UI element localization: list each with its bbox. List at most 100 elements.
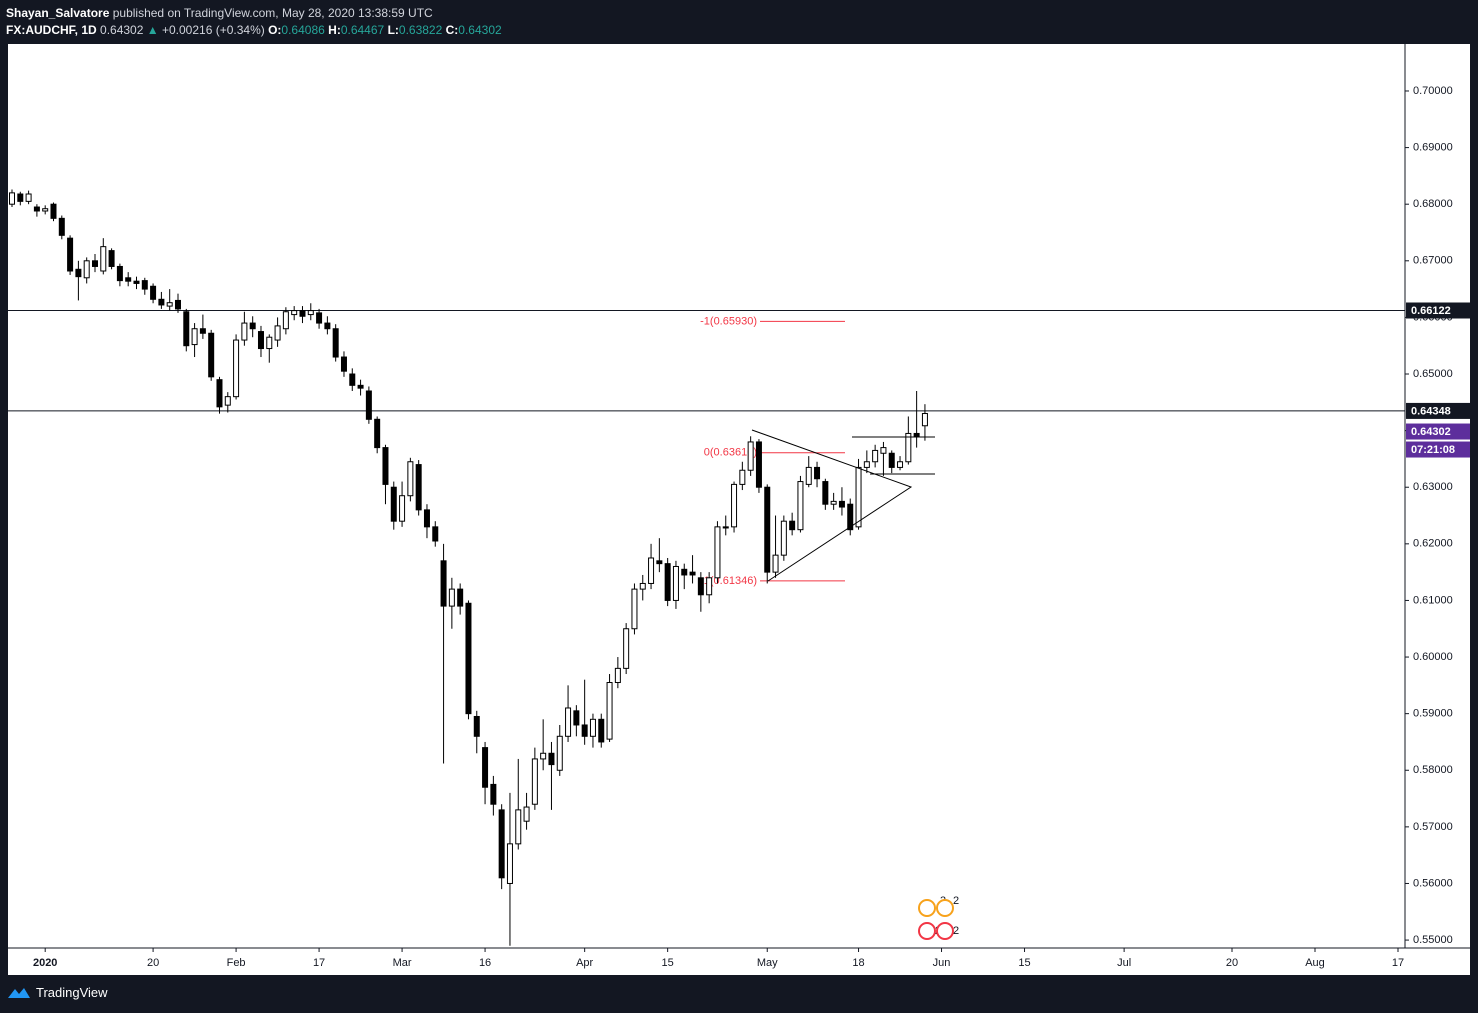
candle-body — [432, 526, 439, 542]
candle-body — [324, 322, 331, 330]
candle-body — [664, 563, 671, 601]
candle-body — [747, 441, 754, 471]
candle-body — [573, 710, 580, 726]
candle-body — [722, 526, 729, 529]
candle-body — [282, 311, 289, 330]
y-tick-label: 0.63000 — [1413, 481, 1453, 493]
candle-body — [357, 384, 364, 389]
candle-body — [731, 483, 738, 528]
candle-body — [83, 260, 90, 279]
x-tick-label: 17 — [1392, 957, 1404, 969]
event-icon — [936, 899, 954, 917]
y-tick-label: 0.68000 — [1413, 198, 1453, 210]
candle-body — [382, 447, 389, 485]
candle-body — [249, 322, 256, 330]
candle-body — [407, 461, 414, 497]
y-tick-label: 0.56000 — [1413, 877, 1453, 889]
y-tick-label: 0.58000 — [1413, 764, 1453, 776]
brand: TradingView — [36, 985, 108, 1000]
candle-body — [440, 560, 447, 607]
candle-body — [855, 466, 862, 528]
candle-body — [473, 715, 480, 737]
candle-body — [191, 328, 198, 346]
x-tick-label: Jun — [933, 957, 951, 969]
event-icon — [918, 899, 936, 917]
y-tick-label: 0.55000 — [1413, 934, 1453, 946]
candle-body — [141, 280, 148, 290]
candle-body — [125, 277, 132, 282]
candle-body — [589, 718, 596, 737]
event-icon — [918, 922, 936, 940]
last: 0.64302 — [100, 23, 144, 37]
candle-body — [863, 461, 870, 468]
price-line-label: 0.64348 — [1411, 405, 1451, 417]
y-tick-label: 0.70000 — [1413, 85, 1453, 97]
candle-body — [316, 312, 323, 324]
candle-body — [133, 280, 140, 284]
ohlc-value: 0.64467 — [340, 23, 385, 37]
x-tick-label: Mar — [393, 957, 412, 969]
candle-body — [897, 461, 904, 468]
event-count: 2 — [953, 895, 959, 907]
candle-body — [614, 667, 621, 684]
candle-body — [606, 682, 613, 740]
candle-body — [482, 747, 489, 788]
candle-body — [365, 390, 372, 420]
candle-body — [631, 588, 638, 630]
candle-body — [689, 571, 696, 576]
candle-body — [216, 379, 223, 408]
candle-body — [274, 325, 281, 341]
candle-body — [672, 565, 679, 601]
price-line-label-box — [1406, 402, 1470, 419]
y-tick-label: 0.60000 — [1413, 651, 1453, 663]
countdown: 07:21:08 — [1411, 444, 1455, 456]
x-tick-label: 15 — [1018, 957, 1030, 969]
candle-body — [241, 322, 248, 341]
candle-body — [266, 336, 273, 350]
candle-body — [598, 718, 605, 743]
candle-body — [208, 332, 215, 378]
x-tick-label: Feb — [227, 957, 246, 969]
ohlc-label: C: — [445, 23, 459, 37]
candle-body — [548, 752, 555, 766]
candle-body — [872, 449, 879, 463]
x-tick-label: Jul — [1117, 957, 1131, 969]
x-tick-label: Aug — [1305, 957, 1325, 969]
y-tick-label: 0.62000 — [1413, 538, 1453, 550]
y-tick-label: 0.59000 — [1413, 708, 1453, 720]
candle-body — [656, 560, 663, 565]
candle-body — [390, 486, 397, 522]
candle-body — [150, 285, 157, 300]
candle-body — [166, 302, 173, 307]
candle-body — [739, 469, 746, 485]
candle-body — [830, 500, 837, 505]
y-tick-label: 0.67000 — [1413, 255, 1453, 267]
candle-body — [764, 486, 771, 573]
candle-body — [17, 193, 24, 202]
candle-body — [805, 466, 812, 485]
author: Shayan_Salvatore — [6, 6, 110, 20]
drawings — [751, 429, 935, 582]
chart-bg — [8, 44, 1470, 975]
candle-body — [233, 339, 240, 398]
candle-body — [307, 310, 314, 316]
candle-body — [639, 582, 646, 590]
candle-body — [888, 452, 895, 468]
candle-body — [415, 464, 422, 511]
candle-body — [75, 268, 82, 278]
candle-body — [374, 418, 381, 449]
candle-body — [224, 396, 231, 406]
candle-body — [199, 328, 206, 334]
candle-body — [465, 602, 472, 715]
x-tick-label: 2020 — [33, 957, 57, 969]
x-tick-label: 20 — [1226, 957, 1238, 969]
countdown-box — [1406, 441, 1470, 458]
candle-body — [58, 217, 65, 236]
candle-body — [42, 208, 49, 212]
quote-line: FX:AUDCHF, 1D 0.64302 ▲ +0.00216 (+0.34%… — [6, 22, 502, 39]
candle-body — [158, 298, 165, 306]
candle-body — [838, 500, 845, 508]
publish-line: Shayan_Salvatore published on TradingVie… — [6, 5, 502, 22]
